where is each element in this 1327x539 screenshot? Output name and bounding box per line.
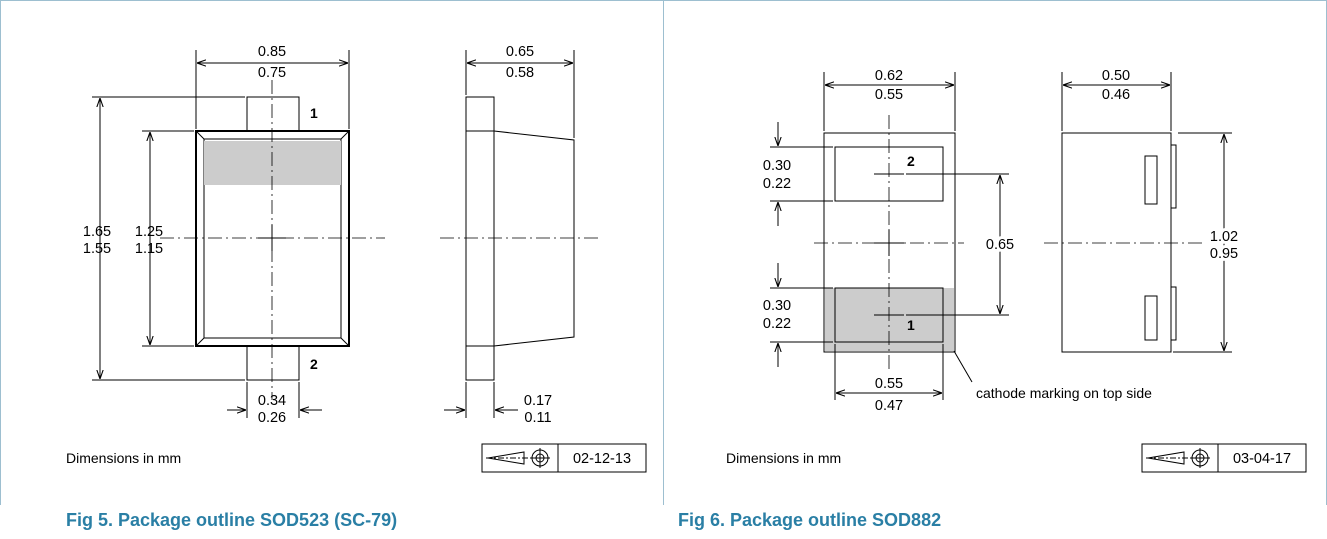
- fig6-pin2-label: 2: [907, 153, 915, 169]
- fig5-side-body: [493, 130, 575, 347]
- fig6-pad-bot-min: 0.22: [763, 316, 791, 332]
- fig5-lead-min: 0.26: [258, 410, 286, 426]
- fig6-side-min: 0.46: [1102, 87, 1130, 103]
- fig6-side-terminal-bottom: [1144, 295, 1158, 341]
- fig6-units-note: Dimensions in mm: [726, 450, 841, 466]
- fig6-pad-top-min: 0.22: [763, 176, 791, 192]
- fig5-projection-box: 02-12-13: [481, 443, 647, 473]
- fig6-drawing: 2 1 0.62 0.55 0.30 0.22 0.30 0.22 0.65 0…: [726, 68, 1307, 473]
- fig5-cathode-band: [204, 141, 341, 185]
- fig5-pin2-label: 2: [310, 356, 318, 372]
- fig6-pad-w-max: 0.55: [875, 376, 903, 392]
- fig5-body-max: 1.25: [135, 224, 163, 240]
- fig5-body-min: 1.15: [135, 241, 163, 257]
- fig5-thk-min: 0.11: [524, 410, 551, 426]
- fig6-pad-w-min: 0.47: [875, 398, 903, 414]
- fig6-width-min: 0.55: [875, 87, 903, 103]
- fig6-cathode-note: cathode marking on top side: [976, 385, 1152, 401]
- fig5-length-min: 1.55: [83, 241, 111, 257]
- fig6-body: [823, 132, 956, 353]
- fig5-lead-max: 0.34: [258, 393, 286, 409]
- fig5-projection-symbol-icon: [486, 448, 550, 468]
- fig6-cathode-marking: [825, 288, 954, 351]
- fig6-length-min: 0.95: [1210, 246, 1238, 262]
- fig6-date-code: 03-04-17: [1233, 451, 1291, 467]
- fig5-width-min: 0.75: [258, 65, 286, 81]
- fig5-units-note: Dimensions in mm: [66, 450, 181, 466]
- fig5-pin1-label: 1: [310, 105, 318, 121]
- fig5-lead-bottom: [246, 345, 300, 381]
- fig5-thk-max: 0.17: [524, 393, 552, 409]
- fig6-width-max: 0.62: [875, 68, 903, 84]
- fig5-length-max: 1.65: [83, 224, 111, 240]
- fig6-side-body: [1061, 132, 1172, 353]
- fig6-length-max: 1.02: [1210, 229, 1238, 245]
- fig6-projection-symbol-icon: [1146, 448, 1210, 468]
- fig6-projection-box: 03-04-17: [1141, 443, 1307, 473]
- fig5-frame: [0, 0, 664, 505]
- fig6-pin1-label: 1: [907, 317, 915, 333]
- fig5-body-inner: [203, 138, 342, 339]
- fig6-pitch: 0.65: [986, 237, 1014, 253]
- fig5-width-max: 0.85: [258, 44, 286, 60]
- fig6-panel: 2 1 0.62 0.55 0.30 0.22 0.30 0.22 0.65 0…: [664, 0, 1327, 539]
- fig5-side-max: 0.65: [506, 44, 534, 60]
- fig5-drawing: 1 2 0.85 0.75 1.65 1.55 1.25 1.15 0.34 0…: [66, 44, 647, 473]
- fig5-side-min: 0.58: [506, 65, 534, 81]
- fig5-lead-top: [246, 96, 300, 132]
- fig6-caption: Fig 6. Package outline SOD882: [678, 510, 942, 530]
- fig6-pad-bot-max: 0.30: [763, 298, 791, 314]
- fig5-body-outer: [195, 130, 350, 347]
- fig5-side-lead: [465, 96, 495, 381]
- fig6-pad-top-max: 0.30: [763, 158, 791, 174]
- fig5-caption: Fig 5. Package outline SOD523 (SC-79): [66, 510, 398, 530]
- fig6-side-terminal-top: [1144, 155, 1158, 205]
- fig5-date-code: 02-12-13: [573, 451, 631, 467]
- fig6-side-max: 0.50: [1102, 68, 1130, 84]
- fig5-panel: 1 2 0.85 0.75 1.65 1.55 1.25 1.15 0.34 0…: [0, 0, 664, 530]
